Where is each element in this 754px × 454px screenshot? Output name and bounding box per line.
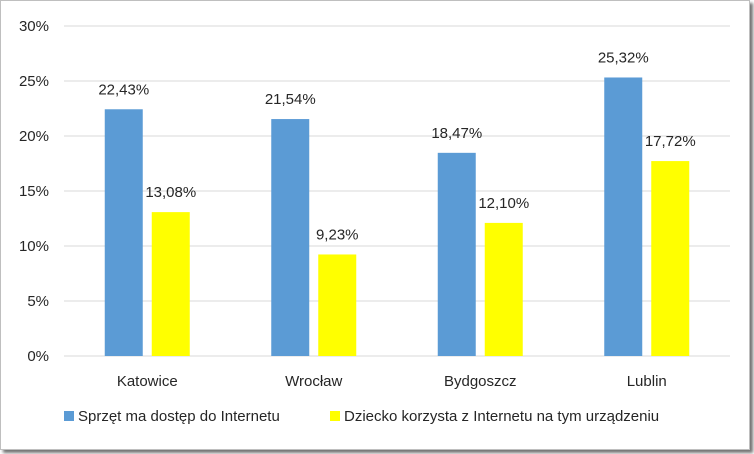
bar-2	[484, 222, 523, 356]
y-tick-label: 25%	[19, 73, 49, 90]
x-tick-label: Lublin	[627, 373, 667, 390]
data-label: 17,72%	[645, 133, 696, 150]
y-tick-label: 10%	[19, 238, 49, 255]
data-label: 22,43%	[98, 81, 149, 98]
y-tick-label: 30%	[19, 18, 49, 35]
legend-label: Dziecko korzysta z Internetu na tym urzą…	[344, 408, 659, 425]
bars	[104, 77, 690, 357]
x-tick-label: Wrocław	[285, 373, 342, 390]
y-tick-label: 5%	[27, 293, 49, 310]
y-axis-ticks: 0% 5% 10% 15% 20% 25% 30%	[19, 18, 49, 365]
legend-label: Sprzęt ma dostęp do Internetu	[78, 408, 280, 425]
bar-2	[318, 254, 357, 356]
data-label: 12,10%	[478, 195, 529, 212]
data-label: 18,47%	[431, 125, 482, 142]
bar-1	[437, 152, 476, 356]
data-label: 13,08%	[145, 184, 196, 201]
bar-2	[151, 212, 190, 356]
legend-swatch	[64, 411, 74, 421]
y-tick-label: 15%	[19, 183, 49, 200]
data-label: 9,23%	[316, 226, 359, 243]
x-tick-label: Katowice	[117, 373, 178, 390]
x-tick-label: Bydgoszcz	[444, 373, 517, 390]
data-labels: 22,43% 13,08% 21,54% 9,23% 18,47% 12,10% 25,32…	[98, 49, 695, 243]
bar-2	[651, 161, 690, 356]
legend-swatch	[330, 411, 340, 421]
bar-1	[104, 109, 143, 357]
data-label: 25,32%	[598, 49, 649, 66]
data-label: 21,54%	[265, 91, 316, 108]
y-tick-label: 0%	[27, 348, 49, 365]
x-axis-ticks: Katowice Wrocław Bydgoszcz Lublin	[117, 373, 667, 390]
bar-1	[271, 119, 310, 356]
bar-1	[604, 77, 643, 356]
legend: Sprzęt ma dostęp do Internetu Dziecko kor…	[64, 408, 659, 425]
y-tick-label: 20%	[19, 128, 49, 145]
